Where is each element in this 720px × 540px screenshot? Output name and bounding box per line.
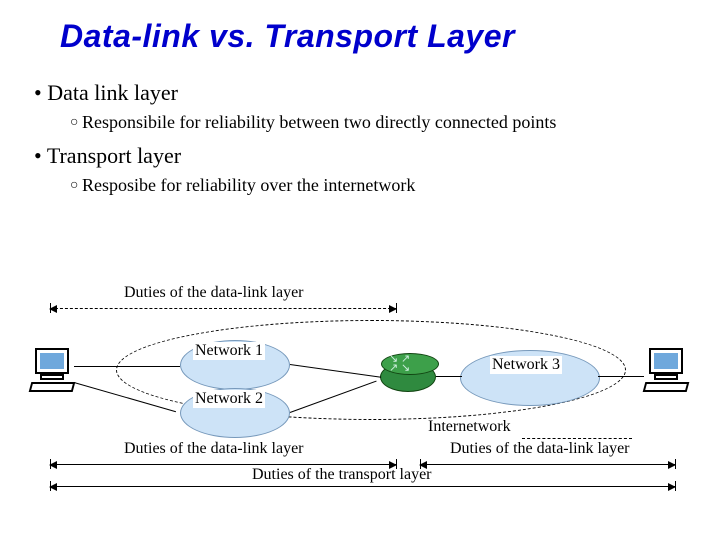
bullet-datalink: Data link layer bbox=[34, 80, 556, 106]
link bbox=[74, 366, 180, 367]
computer-right-icon bbox=[644, 348, 688, 392]
tick bbox=[50, 303, 51, 313]
caption-duties-bl: Duties of the data-link layer bbox=[124, 440, 304, 458]
tick bbox=[675, 459, 676, 469]
label-net3: Network 3 bbox=[490, 356, 562, 374]
router-icon: ↘ ↗↗ ↘ bbox=[380, 362, 436, 392]
tick bbox=[675, 481, 676, 491]
caption-duties-top: Duties of the data-link layer bbox=[124, 284, 304, 302]
subbullet-datalink-desc: Responsibile for reliability between two… bbox=[70, 112, 556, 133]
bracket-transport bbox=[50, 486, 675, 487]
bullet-transport: Transport layer bbox=[34, 143, 556, 169]
caption-duties-br: Duties of the data-link layer bbox=[450, 440, 630, 458]
tick bbox=[396, 303, 397, 313]
subbullet-transport-desc: Resposibe for reliability over the inter… bbox=[70, 175, 556, 196]
link bbox=[436, 376, 462, 377]
caption-duties-transport: Duties of the transport layer bbox=[252, 466, 432, 484]
label-internetwork: Internetwork bbox=[428, 418, 511, 436]
bullet-list: Data link layer Responsibile for reliabi… bbox=[34, 80, 556, 206]
tick bbox=[50, 459, 51, 469]
computer-left-icon bbox=[30, 348, 74, 392]
internetwork-leader bbox=[522, 438, 632, 439]
tick bbox=[50, 481, 51, 491]
bracket-br bbox=[420, 464, 675, 465]
bracket-top bbox=[50, 308, 396, 309]
network-diagram: Duties of the data-link layer Network 1 … bbox=[30, 290, 690, 510]
slide-title: Data-link vs. Transport Layer bbox=[60, 18, 515, 55]
link bbox=[598, 376, 644, 377]
bracket-bl bbox=[50, 464, 396, 465]
label-net1: Network 1 bbox=[193, 342, 265, 360]
label-net2: Network 2 bbox=[193, 390, 265, 408]
